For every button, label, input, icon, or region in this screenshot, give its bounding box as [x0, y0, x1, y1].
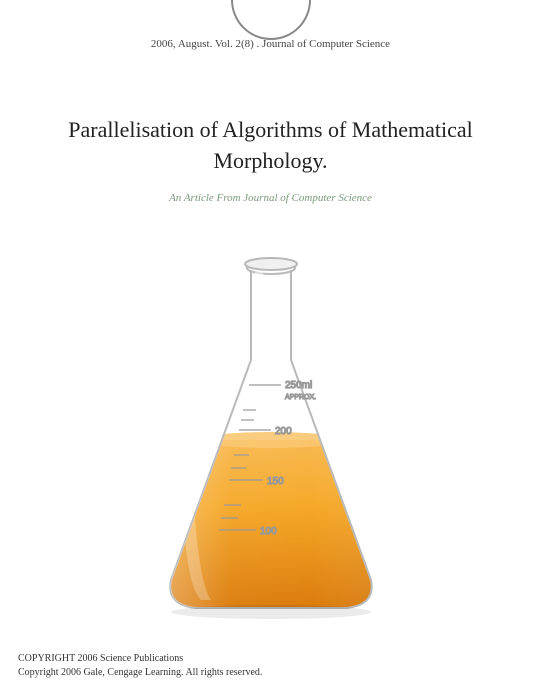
logo-semicircle [231, 0, 311, 40]
flask-tick-150: 150 [267, 476, 284, 487]
title-line-2: Morphology. [213, 148, 327, 173]
article-title: Parallelisation of Algorithms of Mathema… [0, 115, 541, 177]
flask-label-250: 250ml [285, 380, 312, 391]
flask-tick-200: 200 [275, 426, 292, 437]
copyright-line-2: Copyright 2006 Gale, Cengage Learning. A… [18, 666, 262, 680]
flask-illustration: 250ml APPROX. 200 150 100 [141, 240, 401, 620]
title-line-1: Parallelisation of Algorithms of Mathema… [68, 117, 472, 142]
header-issue-info: 2006, August. Vol. 2(8) . Journal of Com… [0, 38, 541, 50]
flask-tick-100: 100 [260, 526, 277, 537]
copyright-line-1: COPYRIGHT 2006 Science Publications [18, 652, 262, 666]
copyright-block: COPYRIGHT 2006 Science Publications Copy… [18, 652, 262, 680]
article-subtitle: An Article From Journal of Computer Scie… [0, 192, 541, 204]
flask-label-approx: APPROX. [285, 394, 316, 401]
